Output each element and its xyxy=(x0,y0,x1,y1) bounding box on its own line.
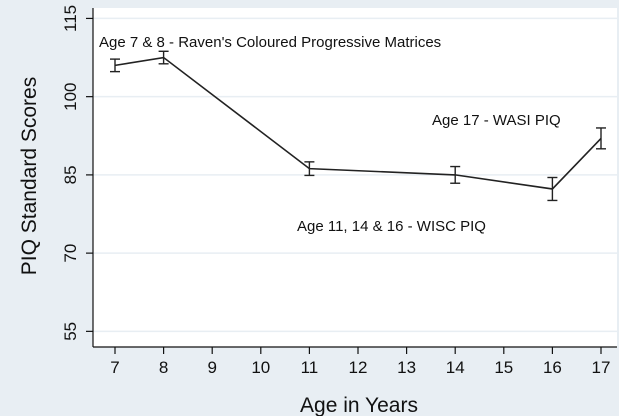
x-tick-label: 13 xyxy=(397,358,416,377)
series-line xyxy=(114,56,602,190)
y-tick-label: 70 xyxy=(61,244,80,263)
grid-lines xyxy=(93,17,617,333)
x-tick-label: 11 xyxy=(301,358,319,377)
x-tick-label: 17 xyxy=(592,358,611,377)
x-tick-label: 9 xyxy=(207,358,216,377)
x-axis-title: Age in Years xyxy=(300,394,418,416)
x-tick-label: 16 xyxy=(543,358,562,377)
y-axis-title: PIQ Standard Scores xyxy=(18,77,41,275)
y-tick-label: 55 xyxy=(61,322,80,341)
y-tick-label: 85 xyxy=(61,165,80,184)
x-tick-label: 12 xyxy=(349,358,368,377)
y-tick-label: 100 xyxy=(61,82,80,110)
annotation-ravens: Age 7 & 8 - Raven's Coloured Progressive… xyxy=(99,34,441,51)
x-tick-label: 7 xyxy=(110,358,119,377)
x-tick-label: 10 xyxy=(251,358,270,377)
series xyxy=(110,50,606,202)
annotation-wasi: Age 17 - WASI PIQ xyxy=(432,112,561,129)
y-ticks: 55 70 85 100 115 xyxy=(61,5,93,341)
x-tick-label: 14 xyxy=(446,358,465,377)
x-tick-label: 15 xyxy=(494,358,513,377)
plot-area xyxy=(93,8,617,347)
annotation-wisc: Age 11, 14 & 16 - WISC PIQ xyxy=(297,218,486,235)
x-ticks: 7 8 9 10 11 12 13 14 15 16 17 xyxy=(110,347,610,377)
y-tick-label: 115 xyxy=(61,5,80,32)
x-tick-label: 8 xyxy=(159,358,168,377)
